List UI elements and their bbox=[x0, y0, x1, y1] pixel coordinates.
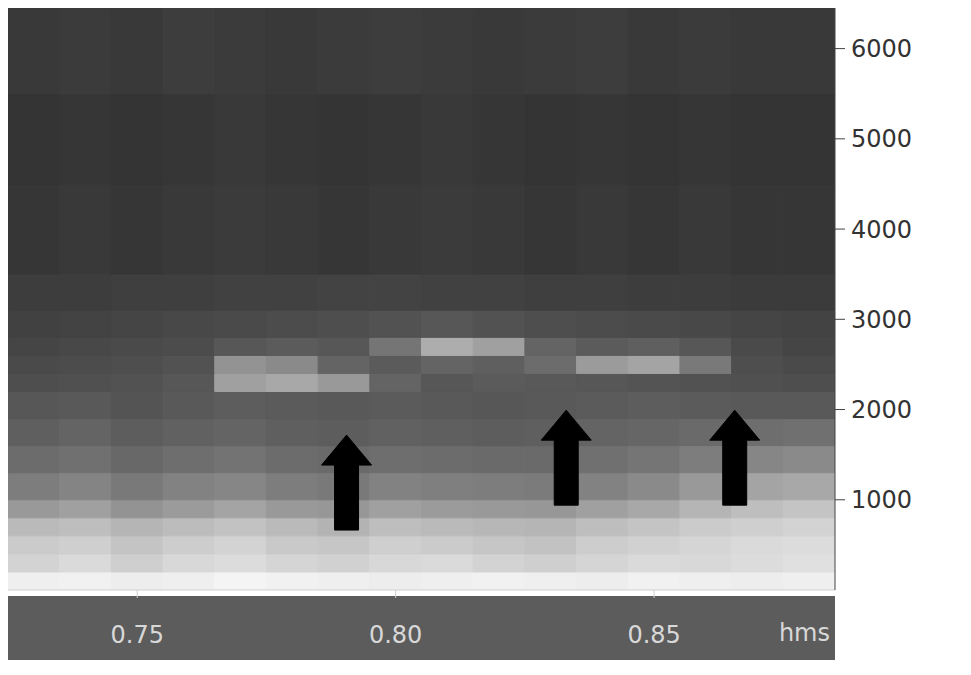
svg-text:0.75: 0.75 bbox=[111, 621, 164, 649]
svg-text:2000: 2000 bbox=[851, 396, 912, 424]
svg-text:5000: 5000 bbox=[851, 125, 912, 153]
svg-text:hms: hms bbox=[779, 619, 830, 647]
svg-text:0.85: 0.85 bbox=[627, 621, 680, 649]
svg-text:0.80: 0.80 bbox=[369, 621, 422, 649]
svg-text:6000: 6000 bbox=[851, 35, 912, 63]
svg-text:1000: 1000 bbox=[851, 486, 912, 514]
svg-text:4000: 4000 bbox=[851, 216, 912, 244]
svg-text:3000: 3000 bbox=[851, 306, 912, 334]
